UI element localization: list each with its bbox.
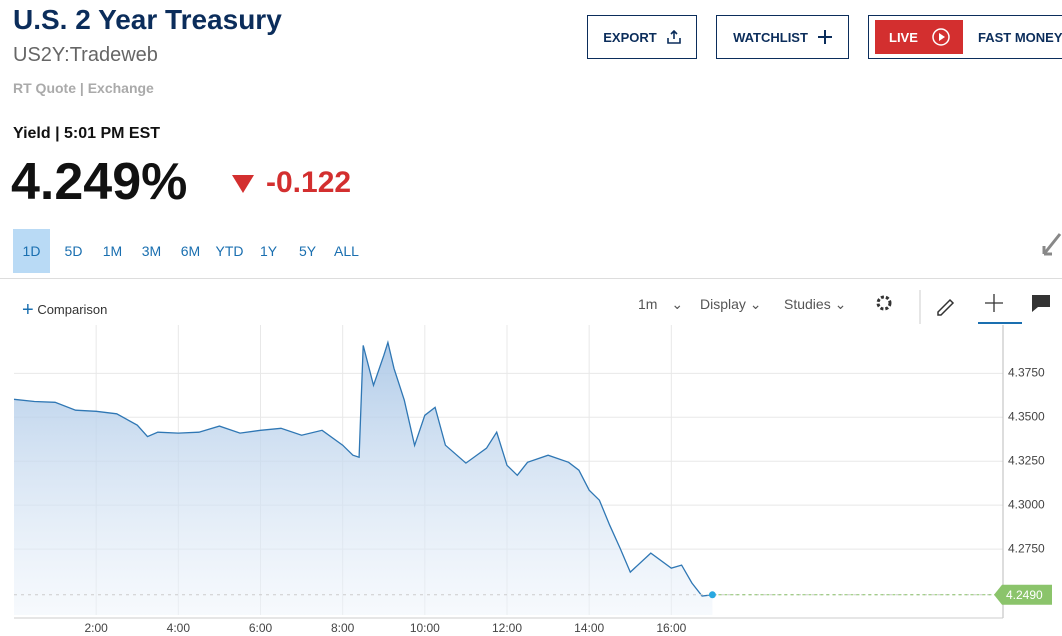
export-icon [666, 30, 681, 44]
comment-icon[interactable] [1032, 295, 1050, 312]
display-label: Display [700, 296, 746, 312]
range-tab[interactable]: YTD [215, 243, 244, 259]
crosshair-icon[interactable] [985, 294, 1003, 312]
live-label: LIVE [889, 29, 918, 45]
area [14, 342, 713, 615]
last-point [708, 591, 716, 599]
x-tick-label: 8:00 [331, 621, 355, 635]
expand-icon[interactable] [1040, 228, 1062, 258]
yield-time: Yield | 5:01 PM EST [13, 125, 161, 142]
y-tick-label: 4.3250 [1008, 453, 1045, 467]
show-label: FAST MONEY [978, 29, 1062, 45]
range-tab[interactable]: ALL [334, 243, 359, 259]
x-tick-label: 12:00 [492, 621, 522, 635]
display-menu[interactable]: Display ⌄ [700, 296, 762, 312]
live-button[interactable]: LIVE FAST MONEY [868, 15, 1062, 59]
symbol: US2Y:Tradeweb [13, 44, 158, 66]
range-tab[interactable]: 5Y [298, 243, 317, 259]
y-tick-label: 4.3000 [1008, 497, 1045, 511]
x-tick-label: 14:00 [574, 621, 604, 635]
export-button[interactable]: EXPORT [587, 15, 697, 59]
change: -0.122 [266, 166, 352, 199]
play-icon [932, 28, 950, 46]
down-arrow [232, 175, 254, 193]
range-tab[interactable]: 1Y [259, 243, 278, 259]
draw-icon[interactable] [937, 298, 955, 316]
x-tick-label: 10:00 [410, 621, 440, 635]
range-tab[interactable]: 3M [141, 243, 162, 259]
range-tab[interactable]: 1M [102, 243, 123, 259]
range-tab[interactable]: 5D [64, 243, 83, 259]
interval-menu[interactable]: 1m ⌄ [638, 296, 684, 312]
last-value-badge [994, 584, 1052, 605]
divider [0, 278, 1062, 279]
plus-icon [817, 30, 832, 44]
watchlist-label: WATCHLIST [733, 29, 808, 45]
title: U.S. 2 Year Treasury [13, 4, 282, 35]
price: 4.249% [11, 153, 188, 211]
y-tick-label: 4.3500 [1008, 409, 1045, 423]
line [13, 339, 713, 597]
settings-icon[interactable] [876, 295, 892, 311]
range-tab[interactable]: 6M [180, 243, 201, 259]
last-value-label: 4.2490 [1006, 588, 1043, 602]
export-label: EXPORT [603, 29, 657, 45]
comparison-label: Comparison [37, 302, 108, 317]
studies-label: Studies [784, 296, 831, 312]
chart-tools [876, 290, 1050, 324]
watchlist-button[interactable]: WATCHLIST [716, 15, 849, 59]
y-tick-label: 4.2750 [1008, 541, 1045, 555]
range-tabs: 1D 5D 1M 3M 6M YTD 1Y 5Y ALL [13, 229, 366, 273]
y-tick-label: 4.3750 [1008, 366, 1045, 380]
x-tick-label: 16:00 [656, 621, 686, 635]
x-tick-label: 6:00 [249, 621, 273, 635]
studies-menu[interactable]: Studies ⌄ [784, 296, 847, 312]
interval-label: 1m [638, 296, 658, 312]
quote-source: RT Quote | Exchange [13, 80, 154, 96]
range-tab[interactable]: 1D [13, 229, 50, 273]
x-tick-label: 4:00 [167, 621, 191, 635]
comparison-button[interactable]: + Comparison [22, 299, 108, 321]
x-tick-label: 2:00 [84, 621, 108, 635]
live-badge: LIVE [875, 20, 963, 54]
